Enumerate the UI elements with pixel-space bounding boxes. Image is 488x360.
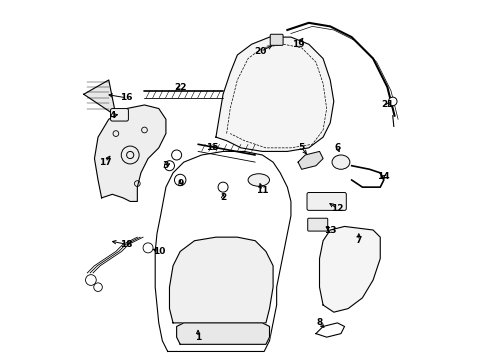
Text: 19: 19 bbox=[291, 40, 304, 49]
FancyBboxPatch shape bbox=[270, 34, 283, 45]
Text: 7: 7 bbox=[355, 236, 361, 245]
Circle shape bbox=[174, 174, 185, 186]
Text: 5: 5 bbox=[298, 143, 304, 152]
Text: 4: 4 bbox=[109, 111, 115, 120]
Text: 20: 20 bbox=[254, 47, 266, 56]
Polygon shape bbox=[216, 37, 333, 152]
Text: 9: 9 bbox=[177, 179, 183, 188]
Polygon shape bbox=[155, 152, 290, 351]
Polygon shape bbox=[169, 237, 272, 323]
Polygon shape bbox=[83, 80, 116, 116]
Circle shape bbox=[387, 97, 396, 106]
Text: 16: 16 bbox=[120, 93, 133, 102]
Text: 1: 1 bbox=[195, 333, 201, 342]
Text: 14: 14 bbox=[377, 172, 389, 181]
Text: 10: 10 bbox=[152, 247, 164, 256]
Text: 15: 15 bbox=[205, 143, 218, 152]
FancyBboxPatch shape bbox=[110, 109, 128, 121]
Circle shape bbox=[218, 182, 227, 192]
FancyBboxPatch shape bbox=[307, 218, 327, 231]
Text: 8: 8 bbox=[316, 318, 322, 327]
Ellipse shape bbox=[247, 174, 269, 186]
Text: 21: 21 bbox=[380, 100, 393, 109]
Text: 22: 22 bbox=[174, 83, 186, 92]
Text: 11: 11 bbox=[256, 186, 268, 195]
Circle shape bbox=[164, 161, 174, 171]
Text: 17: 17 bbox=[99, 158, 111, 167]
Text: 13: 13 bbox=[324, 225, 336, 234]
Circle shape bbox=[171, 150, 181, 160]
Text: 3: 3 bbox=[163, 161, 169, 170]
Text: 12: 12 bbox=[330, 204, 343, 213]
Polygon shape bbox=[319, 226, 380, 312]
Polygon shape bbox=[298, 152, 323, 169]
Text: 18: 18 bbox=[120, 240, 133, 249]
Text: 6: 6 bbox=[334, 143, 340, 152]
Polygon shape bbox=[94, 105, 165, 202]
Circle shape bbox=[143, 243, 153, 253]
Text: 2: 2 bbox=[220, 193, 226, 202]
Ellipse shape bbox=[331, 155, 349, 169]
Polygon shape bbox=[176, 323, 269, 344]
FancyBboxPatch shape bbox=[306, 193, 346, 210]
